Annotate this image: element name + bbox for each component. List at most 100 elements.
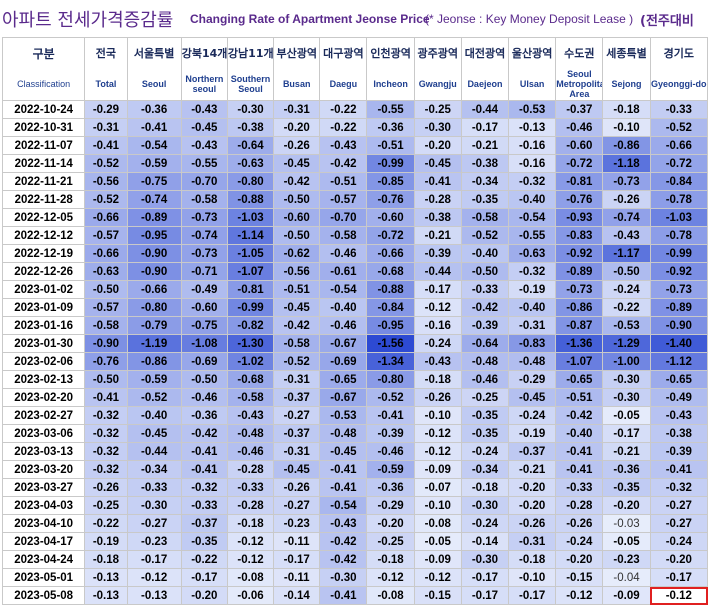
rate-cell: -0.38 bbox=[413, 208, 462, 227]
rate-cell: -0.28 bbox=[226, 496, 275, 515]
rate-cell: -0.41 bbox=[84, 136, 128, 155]
jeonse-rate-table: 구분 전국 서울특별 강북14개 강남11개 부산광역 대구광역 인천광역 광주광역 대전광역 울… bbox=[1, 37, 709, 605]
rate-cell: -0.08 bbox=[413, 514, 462, 533]
table-row: 2023-01-30 -0.90 -1.19 -1.08 -1.30 -0.58 -0.67… bbox=[1, 334, 709, 353]
rate-cell: -0.49 bbox=[180, 280, 228, 299]
rate-cell: -0.38 bbox=[460, 154, 510, 173]
rate-cell: -0.73 bbox=[555, 280, 604, 299]
rate-cell: -0.35 bbox=[460, 424, 510, 443]
table-row: 2023-04-24 -0.18 -0.17 -0.22 -0.12 -0.17 -0.42… bbox=[1, 550, 709, 569]
column-header-korean: 전국 bbox=[84, 37, 128, 68]
rate-cell: -0.05 bbox=[602, 532, 651, 551]
rate-cell: -0.93 bbox=[555, 208, 604, 227]
rate-cell: -0.66 bbox=[84, 244, 128, 263]
rate-cell: -1.56 bbox=[366, 334, 415, 353]
column-header-korean: 서울특별 bbox=[126, 37, 182, 68]
column-header-korean: 부산광역 bbox=[273, 37, 321, 68]
rate-cell: -1.12 bbox=[649, 352, 709, 371]
row-date: 2023-02-06 bbox=[1, 352, 86, 371]
rate-cell: -0.20 bbox=[273, 118, 321, 137]
rate-cell: -0.80 bbox=[126, 298, 182, 317]
rate-cell: -0.22 bbox=[319, 118, 368, 137]
rate-cell: -0.33 bbox=[226, 478, 275, 497]
rate-cell: -0.84 bbox=[366, 298, 415, 317]
rate-cell: -0.29 bbox=[508, 370, 557, 389]
table-row: 2022-12-19 -0.66 -0.90 -0.73 -1.05 -0.62 -0.46… bbox=[1, 244, 709, 263]
rate-cell: -0.14 bbox=[460, 532, 510, 551]
rate-cell: -0.86 bbox=[602, 136, 651, 155]
rate-cell: -0.30 bbox=[460, 496, 510, 515]
rate-cell: -0.24 bbox=[555, 532, 604, 551]
rate-cell: -0.81 bbox=[555, 172, 604, 191]
rate-cell: -0.31 bbox=[273, 370, 321, 389]
rate-cell: -0.45 bbox=[180, 118, 228, 137]
column-header-english: Gyeonggi-do bbox=[649, 68, 709, 101]
rate-cell: -0.52 bbox=[126, 388, 182, 407]
row-date: 2022-12-12 bbox=[1, 226, 86, 245]
rate-cell: -0.72 bbox=[555, 154, 604, 173]
rate-cell: -0.74 bbox=[602, 208, 651, 227]
rate-cell: -0.43 bbox=[319, 514, 368, 533]
rate-cell: -0.83 bbox=[508, 334, 557, 353]
rate-cell: -0.42 bbox=[319, 532, 368, 551]
rate-cell: -0.32 bbox=[84, 460, 128, 479]
table-row: 2023-02-06 -0.76 -0.86 -0.69 -1.02 -0.52 -0.69… bbox=[1, 352, 709, 371]
table-row: 2023-01-09 -0.57 -0.80 -0.60 -0.99 -0.45 -0.40… bbox=[1, 298, 709, 317]
rate-cell: -0.41 bbox=[319, 586, 368, 605]
rate-cell: -0.46 bbox=[555, 118, 604, 137]
rate-cell: -0.70 bbox=[319, 208, 368, 227]
rate-cell: -0.17 bbox=[460, 118, 510, 137]
rate-cell: -0.10 bbox=[413, 496, 462, 515]
rate-cell: -0.17 bbox=[508, 586, 557, 605]
rate-cell: -0.46 bbox=[180, 388, 228, 407]
rate-cell: -0.41 bbox=[555, 460, 604, 479]
rate-cell: -0.06 bbox=[226, 586, 275, 605]
rate-cell: -0.25 bbox=[84, 496, 128, 515]
rate-cell: -0.18 bbox=[226, 514, 275, 533]
row-date: 2023-04-10 bbox=[1, 514, 86, 533]
rate-cell: -0.43 bbox=[319, 136, 368, 155]
rate-cell: -0.09 bbox=[602, 586, 651, 605]
row-date: 2023-01-30 bbox=[1, 334, 86, 353]
rate-cell: -0.35 bbox=[602, 478, 651, 497]
rate-cell: -0.20 bbox=[555, 550, 604, 569]
rate-cell: -0.24 bbox=[460, 442, 510, 461]
rate-cell: -0.13 bbox=[84, 586, 128, 605]
rate-cell: -0.32 bbox=[84, 442, 128, 461]
rate-cell: -0.30 bbox=[226, 100, 275, 119]
rate-cell: -0.86 bbox=[555, 298, 604, 317]
row-date: 2023-04-24 bbox=[1, 550, 86, 569]
table-row: 2023-04-10 -0.22 -0.27 -0.37 -0.18 -0.23 -0.43… bbox=[1, 514, 709, 533]
table-row: 2023-03-06 -0.32 -0.45 -0.42 -0.48 -0.37 -0.48… bbox=[1, 424, 709, 443]
table-row: 2023-04-17 -0.19 -0.23 -0.35 -0.12 -0.11 -0.42… bbox=[1, 532, 709, 551]
rate-cell: -0.13 bbox=[126, 586, 182, 605]
rate-cell: -0.35 bbox=[460, 190, 510, 209]
rate-cell: -0.30 bbox=[602, 370, 651, 389]
rate-cell: -0.37 bbox=[508, 442, 557, 461]
rate-cell: -0.20 bbox=[508, 496, 557, 515]
rate-cell: -0.74 bbox=[126, 190, 182, 209]
rate-cell: -0.50 bbox=[273, 190, 321, 209]
rate-cell: -0.72 bbox=[366, 226, 415, 245]
row-date: 2023-04-03 bbox=[1, 496, 86, 515]
rate-cell: -0.54 bbox=[319, 496, 368, 515]
column-header-english: Seoul bbox=[126, 68, 182, 101]
header-row-english: Classification Total Seoul Northern seoul S… bbox=[1, 68, 709, 101]
rate-cell: -0.45 bbox=[273, 460, 321, 479]
rate-cell: -0.85 bbox=[366, 172, 415, 191]
rate-cell: -0.50 bbox=[180, 370, 228, 389]
rate-cell: -0.27 bbox=[273, 496, 321, 515]
table-row: 2022-11-28 -0.52 -0.74 -0.58 -0.88 -0.50 -0.57… bbox=[1, 190, 709, 209]
rate-cell: -0.65 bbox=[649, 370, 709, 389]
rate-cell: -0.40 bbox=[319, 298, 368, 317]
rate-cell: -0.52 bbox=[84, 190, 128, 209]
rate-cell: -0.41 bbox=[180, 442, 228, 461]
rate-cell: -0.60 bbox=[273, 208, 321, 227]
rate-cell: -0.43 bbox=[602, 226, 651, 245]
rate-cell: -0.38 bbox=[226, 118, 275, 137]
rate-cell: -0.49 bbox=[649, 388, 709, 407]
column-header-english: Incheon bbox=[366, 68, 415, 101]
rate-cell: -0.19 bbox=[508, 424, 557, 443]
rate-cell: -0.54 bbox=[126, 136, 182, 155]
rate-cell: -0.22 bbox=[180, 550, 228, 569]
